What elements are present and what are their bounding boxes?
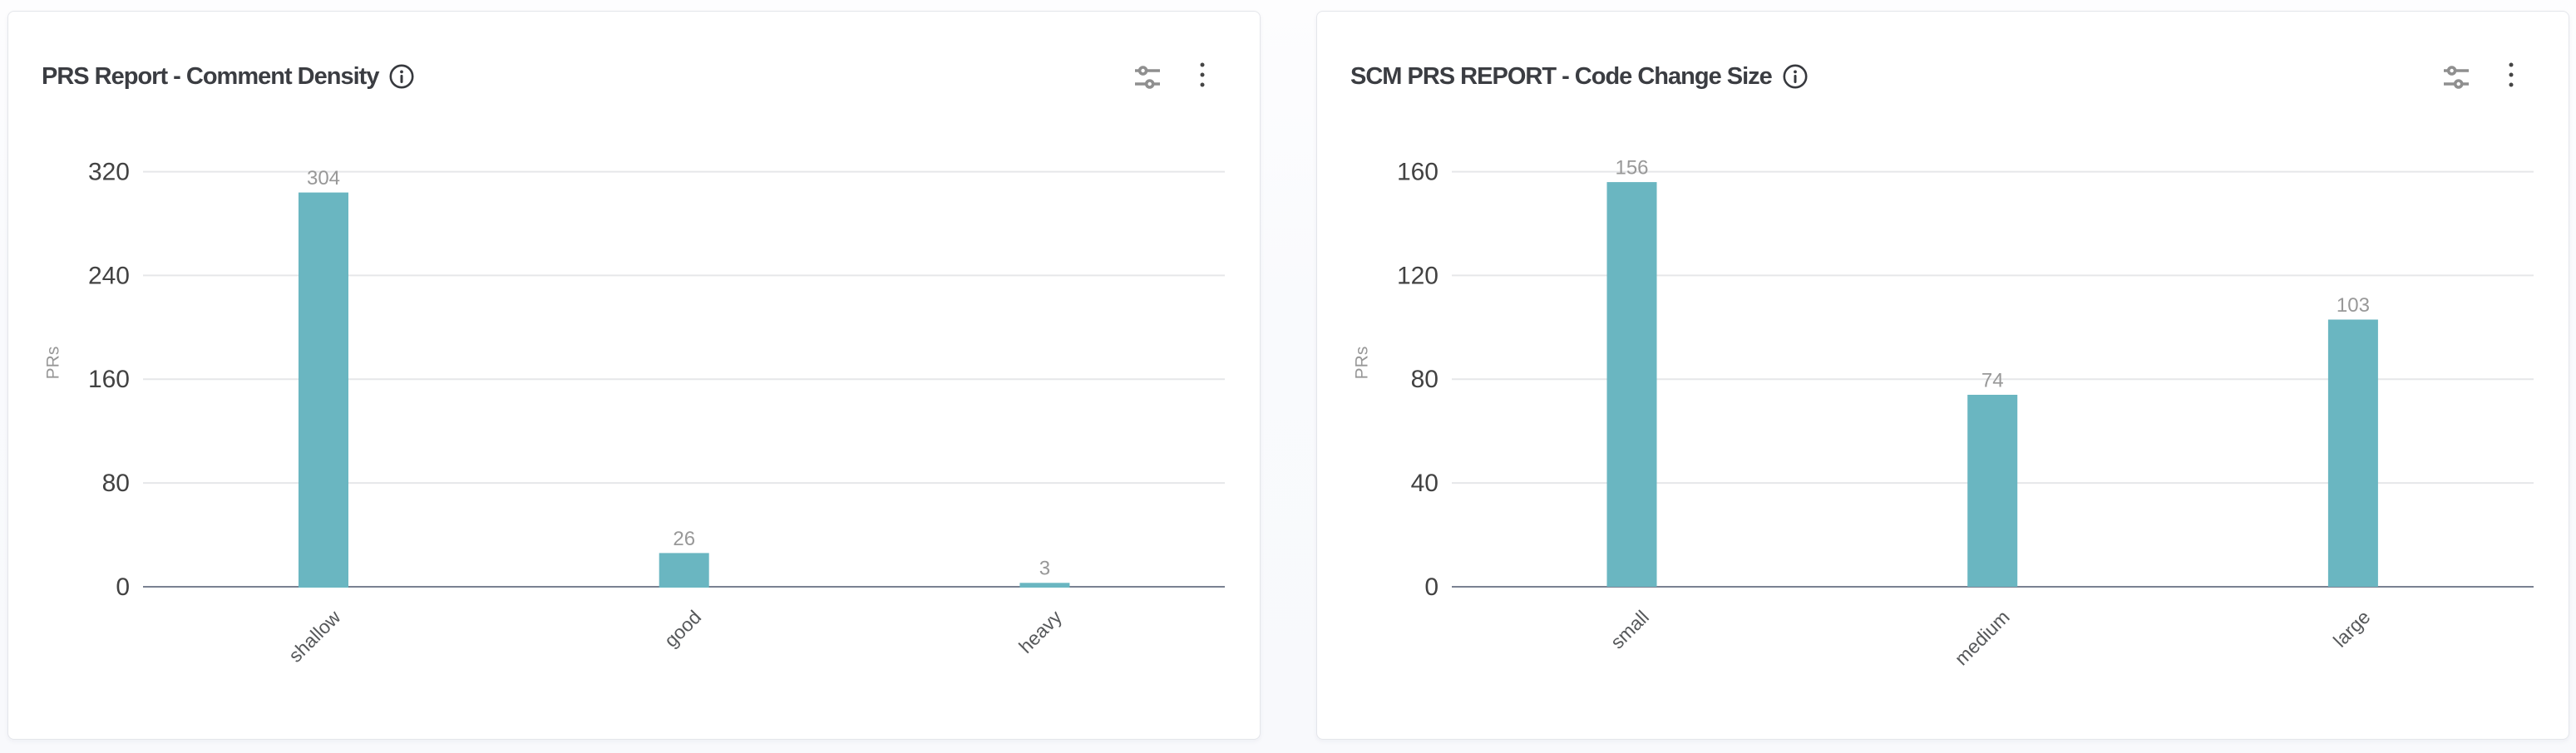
svg-text:74: 74 [1981,369,2004,391]
svg-text:120: 120 [1397,262,1439,289]
svg-text:240: 240 [88,262,130,289]
svg-text:PRs: PRs [44,347,63,380]
svg-text:heavy: heavy [1014,606,1066,657]
svg-text:156: 156 [1615,157,1648,180]
svg-text:103: 103 [2337,294,2370,317]
svg-text:medium: medium [1951,606,2014,669]
svg-text:304: 304 [307,167,340,189]
svg-text:320: 320 [88,159,130,186]
svg-text:0: 0 [116,573,130,601]
svg-text:3: 3 [1039,558,1050,580]
svg-text:80: 80 [102,470,130,497]
svg-text:large: large [2329,606,2375,652]
svg-text:160: 160 [88,366,130,393]
svg-text:small: small [1606,606,1653,652]
svg-text:shallow: shallow [284,606,345,667]
svg-text:80: 80 [1411,366,1439,393]
svg-text:good: good [660,606,706,652]
svg-text:160: 160 [1397,159,1439,186]
svg-text:26: 26 [673,528,695,550]
svg-text:40: 40 [1411,470,1439,497]
svg-text:PRs: PRs [1353,347,1372,380]
svg-text:0: 0 [1424,573,1439,601]
